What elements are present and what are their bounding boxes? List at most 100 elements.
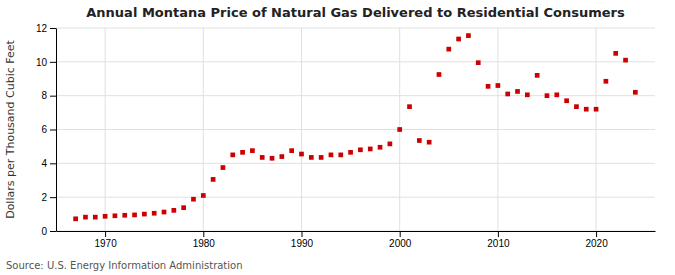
y-tick-label: 10 bbox=[36, 57, 48, 68]
point bbox=[378, 145, 383, 150]
source-note: Source: U.S. Energy Information Administ… bbox=[6, 260, 243, 271]
x-tick-label: 1990 bbox=[291, 238, 314, 249]
y-tick-label: 4 bbox=[41, 158, 47, 169]
point bbox=[113, 213, 118, 218]
point bbox=[427, 140, 432, 145]
point bbox=[211, 177, 216, 182]
point bbox=[623, 58, 628, 63]
x-grid-line bbox=[497, 28, 498, 231]
y-tick: 12 bbox=[36, 23, 56, 34]
point bbox=[221, 165, 226, 170]
y-grid-line bbox=[56, 163, 655, 164]
point bbox=[604, 79, 609, 84]
point bbox=[594, 107, 599, 112]
points bbox=[73, 33, 637, 221]
point bbox=[584, 107, 589, 112]
point bbox=[201, 193, 206, 198]
x-tick-mark bbox=[498, 231, 499, 237]
y-tick: 10 bbox=[36, 57, 56, 68]
x-tick-mark bbox=[400, 231, 401, 237]
point bbox=[545, 93, 550, 98]
x-tick-mark bbox=[203, 231, 204, 237]
point bbox=[633, 90, 638, 95]
point bbox=[496, 83, 501, 88]
plot-area: 1970 1980 1990 2000 2010 2020 0 2 4 6 8 10 12 bbox=[36, 23, 656, 249]
y-grid-line bbox=[56, 95, 655, 96]
point bbox=[152, 211, 157, 216]
title: Annual Montana Price of Natural Gas Deli… bbox=[86, 5, 625, 20]
y-axis: 0 2 4 6 8 10 12 bbox=[36, 23, 57, 237]
point bbox=[230, 153, 235, 158]
y-axis-line bbox=[56, 29, 57, 232]
x-tick-label: 2000 bbox=[389, 238, 412, 249]
x-tick: 2000 bbox=[389, 231, 412, 249]
y-grid-line bbox=[56, 231, 655, 232]
point bbox=[515, 89, 520, 94]
point bbox=[122, 213, 127, 218]
y-tick-mark bbox=[50, 197, 56, 198]
y-tick: 0 bbox=[41, 226, 56, 237]
x-grid-line bbox=[105, 28, 106, 231]
point bbox=[358, 147, 363, 152]
point bbox=[505, 92, 510, 97]
y-tick: 4 bbox=[41, 158, 56, 169]
point bbox=[270, 156, 275, 161]
point bbox=[348, 150, 353, 155]
point bbox=[613, 51, 618, 56]
y-tick: 8 bbox=[41, 90, 56, 101]
y-tick-label: 8 bbox=[41, 90, 47, 101]
x-grid-line bbox=[203, 28, 204, 231]
y-tick-mark bbox=[50, 231, 56, 232]
grid bbox=[56, 28, 655, 231]
point bbox=[446, 47, 451, 52]
point bbox=[466, 33, 471, 38]
chart: 1970 1980 1990 2000 2010 2020 0 2 4 6 8 10 12 Annual … bbox=[0, 0, 675, 275]
y-tick-mark bbox=[50, 62, 56, 63]
x-grid-line bbox=[301, 28, 302, 231]
point bbox=[407, 104, 412, 109]
point bbox=[456, 37, 461, 42]
point bbox=[417, 138, 422, 143]
point bbox=[535, 73, 540, 78]
x-tick-label: 2020 bbox=[585, 238, 608, 249]
y-tick-label: 6 bbox=[41, 124, 47, 135]
y-tick-mark bbox=[50, 96, 56, 97]
point bbox=[181, 205, 186, 210]
x-tick: 2020 bbox=[585, 231, 608, 249]
point bbox=[260, 155, 265, 160]
point bbox=[280, 154, 285, 159]
x-axis-line bbox=[57, 231, 656, 232]
y-grid-line bbox=[56, 197, 655, 198]
point bbox=[388, 142, 393, 147]
point bbox=[319, 155, 324, 160]
y-tick: 2 bbox=[41, 192, 56, 203]
point bbox=[83, 215, 88, 220]
y-tick: 6 bbox=[41, 124, 56, 135]
y-tick-label: 0 bbox=[41, 226, 47, 237]
x-tick-mark bbox=[105, 231, 106, 237]
point bbox=[171, 208, 176, 213]
y-tick-mark bbox=[50, 130, 56, 131]
point bbox=[486, 84, 491, 89]
x-tick-mark bbox=[301, 231, 302, 237]
point bbox=[329, 153, 334, 158]
point bbox=[103, 214, 108, 219]
y-axis-label: Dollars per Thousand Cubic Feet bbox=[4, 39, 17, 218]
x-tick: 1970 bbox=[94, 231, 117, 249]
x-axis: 1970 1980 1990 2000 2010 2020 bbox=[57, 231, 656, 249]
point bbox=[162, 210, 167, 215]
point bbox=[476, 60, 481, 65]
y-tick-mark bbox=[50, 163, 56, 164]
x-tick-label: 2010 bbox=[487, 238, 510, 249]
point bbox=[309, 155, 314, 160]
x-tick: 1990 bbox=[291, 231, 314, 249]
y-tick-label: 2 bbox=[41, 192, 47, 203]
x-tick-mark bbox=[596, 231, 597, 237]
point bbox=[132, 213, 137, 218]
point bbox=[73, 216, 78, 221]
point bbox=[289, 148, 294, 153]
point bbox=[368, 147, 373, 152]
x-tick-label: 1980 bbox=[193, 238, 216, 249]
point bbox=[142, 212, 147, 217]
point bbox=[554, 92, 559, 97]
